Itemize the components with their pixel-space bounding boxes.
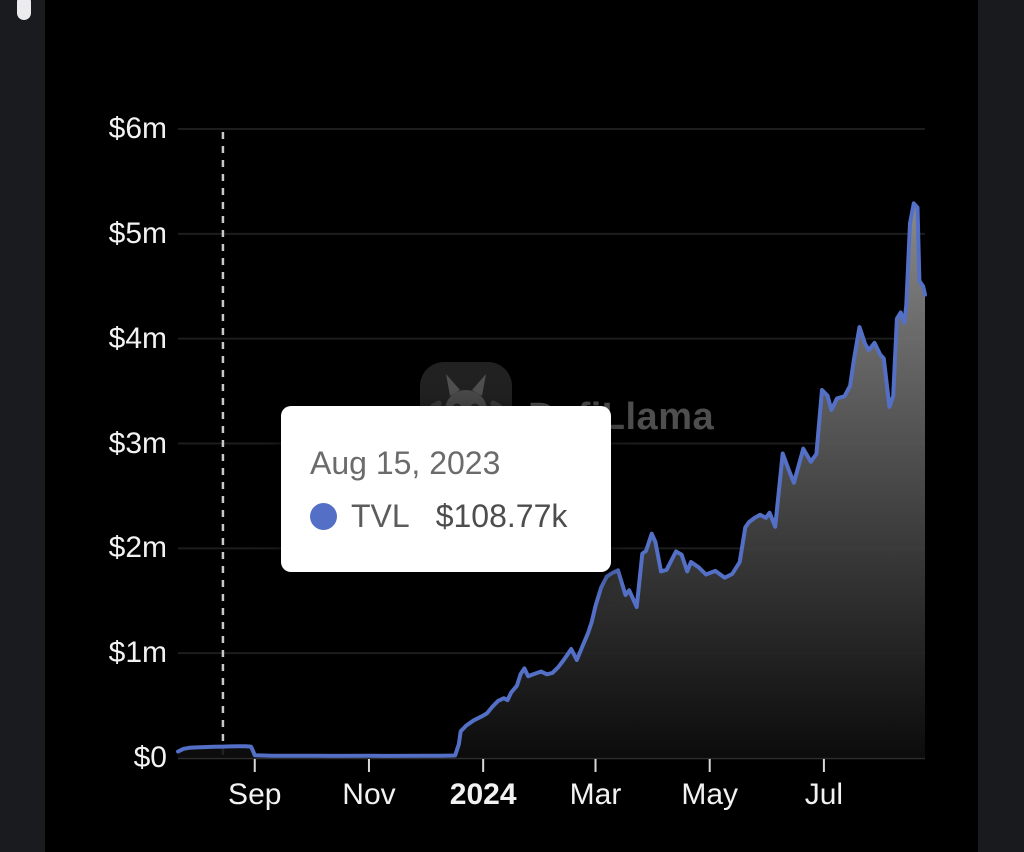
series-line: [176, 201, 927, 758]
x-axis-label: Mar: [569, 778, 622, 811]
y-axis-label: $6m: [108, 112, 167, 145]
right-chrome-strip: [978, 0, 1024, 852]
tooltip-series-value: $108.77k: [435, 498, 568, 534]
y-axis-label: $3m: [108, 426, 167, 460]
x-axis-label: May: [681, 778, 739, 811]
tooltip-series-label: TVL: [351, 498, 410, 534]
x-axis-label: 2024: [449, 778, 517, 811]
y-axis-label: $0: [133, 741, 167, 774]
left-chrome-strip: [0, 0, 45, 852]
series-marker-dot-icon: [310, 503, 337, 530]
y-axis-label: $5m: [108, 216, 167, 250]
scrollbar-thumb[interactable]: [17, 0, 31, 20]
series-area: [178, 203, 925, 758]
y-axis-label: $4m: [108, 321, 167, 355]
tooltip-date: Aug 15, 2023: [310, 445, 501, 481]
y-axis-label: $1m: [108, 636, 167, 670]
x-axis-label: Sep: [228, 778, 282, 811]
y-axis-label: $2m: [108, 531, 167, 565]
x-axis-label: Nov: [342, 778, 396, 811]
tooltip-series-row: TVL $108.77k: [310, 498, 611, 535]
x-axis-label: Jul: [804, 778, 844, 811]
chart-tooltip: Aug 15, 2023 TVL $108.77k: [281, 406, 611, 572]
